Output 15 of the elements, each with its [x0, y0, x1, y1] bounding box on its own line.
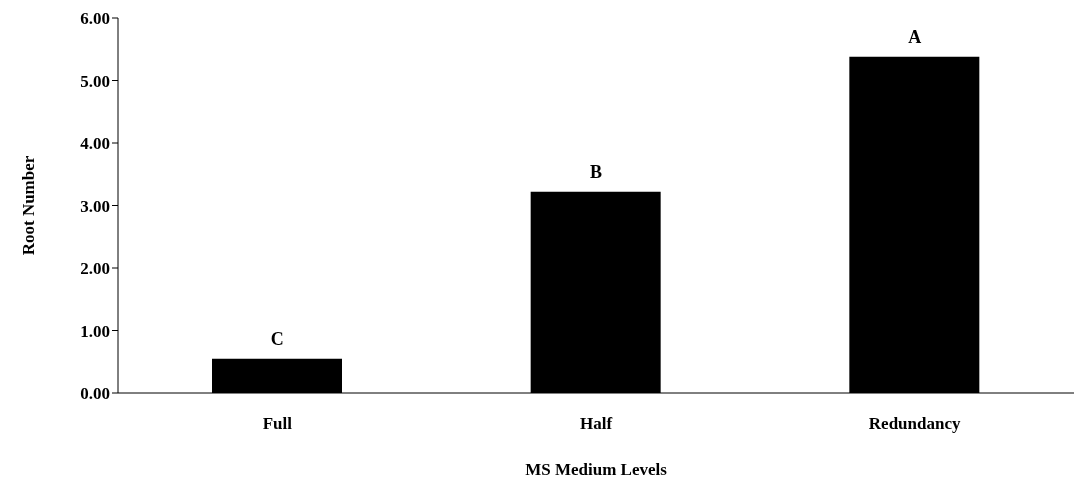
y-tick-label: 3.00	[80, 196, 110, 216]
y-tick-label: 2.00	[80, 259, 110, 279]
x-tick-label: Redundancy	[868, 414, 961, 434]
y-tick-label: 1.00	[80, 321, 110, 341]
y-tick-label: 0.00	[80, 384, 110, 404]
y-tick-label: 4.00	[80, 134, 110, 154]
y-tick-label: 5.00	[80, 71, 110, 91]
y-tick-label: 6.00	[80, 9, 110, 29]
annotation: B	[589, 161, 603, 182]
annotation: C	[270, 328, 284, 349]
x-tick-label: Full	[262, 414, 293, 434]
y-axis-title: Root Number	[19, 155, 39, 256]
x-axis-title: MS Medium Levels	[525, 460, 668, 479]
x-tick-label: Half	[579, 414, 613, 434]
annotation: A	[908, 26, 922, 47]
